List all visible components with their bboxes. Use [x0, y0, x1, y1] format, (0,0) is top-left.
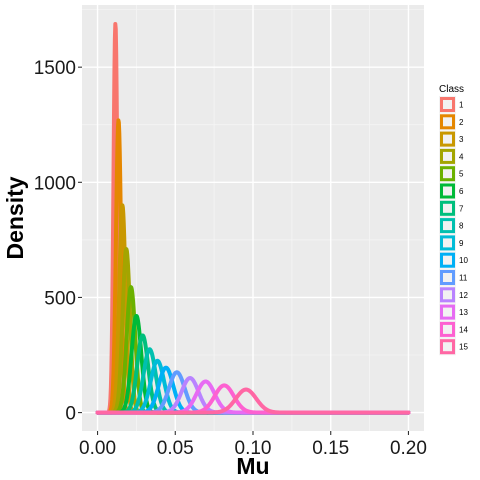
y-axis: 0 500 1000 1500 — [34, 58, 82, 425]
legend-key-bg — [439, 251, 456, 269]
density-curves — [95, 22, 411, 415]
legend-swatch — [440, 339, 455, 355]
legend-swatch — [440, 235, 455, 251]
x-tick-label: 0.05 — [157, 438, 194, 459]
x-tick-label: 0.10 — [235, 438, 272, 459]
y-tick-label: 500 — [44, 288, 76, 309]
legend-title: Class — [439, 84, 464, 95]
x-axis: 0.00 0.05 0.10 0.15 0.20 — [79, 431, 427, 459]
legend-label: 14 — [459, 325, 468, 334]
legend-swatch — [440, 148, 455, 164]
x-axis-title: Mu — [236, 453, 269, 479]
legend-key-bg — [439, 234, 456, 252]
density-curve-class-15 — [95, 387, 411, 415]
legend-swatch — [440, 252, 455, 268]
legend-key-bg — [439, 147, 456, 165]
x-tick-label: 0.00 — [79, 438, 116, 459]
legend-key-bg — [439, 286, 456, 304]
legend-label: 9 — [459, 239, 464, 248]
legend-label: 8 — [459, 222, 464, 231]
legend-label: 13 — [459, 308, 468, 317]
legend-key-bg — [439, 113, 456, 131]
legend-key-bg — [439, 320, 456, 338]
legend-key-bg — [439, 303, 456, 321]
legend-key-bg — [439, 182, 456, 200]
legend-label: 3 — [459, 135, 464, 144]
legend-label: 11 — [459, 274, 468, 283]
legend-swatch — [440, 200, 455, 216]
legend-swatch — [440, 131, 455, 147]
legend-swatch — [440, 97, 455, 112]
legend-label: 6 — [459, 187, 464, 196]
legend-label: 7 — [459, 204, 464, 213]
legend-label: 4 — [459, 152, 464, 161]
legend-label: 12 — [459, 291, 468, 300]
legend-swatch — [440, 183, 455, 199]
legend-label: 2 — [459, 118, 464, 127]
legend-key-bg — [439, 269, 456, 286]
y-tick-label: 1500 — [34, 58, 76, 79]
legend-key-bg — [439, 217, 456, 235]
legend-key-bg — [439, 338, 456, 356]
legend-label: 5 — [459, 170, 464, 179]
legend-label: 15 — [459, 343, 468, 352]
legend-swatch — [440, 304, 455, 320]
legend-swatch — [440, 270, 455, 285]
y-tick-label: 0 — [65, 404, 76, 425]
legend-key-bg — [439, 96, 456, 113]
x-tick-label: 0.15 — [312, 438, 349, 459]
legend-swatch — [440, 321, 455, 337]
x-tick-label: 0.20 — [390, 438, 427, 459]
legend-key-bg — [439, 165, 456, 183]
legend-swatch — [440, 166, 455, 182]
legend-label: 1 — [459, 101, 464, 110]
legend-swatch — [440, 287, 455, 303]
legend-key-bg — [439, 130, 456, 148]
y-axis-title: Density — [2, 176, 28, 259]
legend-key-bg — [439, 199, 456, 217]
legend-swatch — [440, 218, 455, 234]
legend-swatch — [440, 114, 455, 130]
y-tick-label: 1000 — [34, 173, 76, 194]
legend-label: 10 — [459, 256, 468, 265]
